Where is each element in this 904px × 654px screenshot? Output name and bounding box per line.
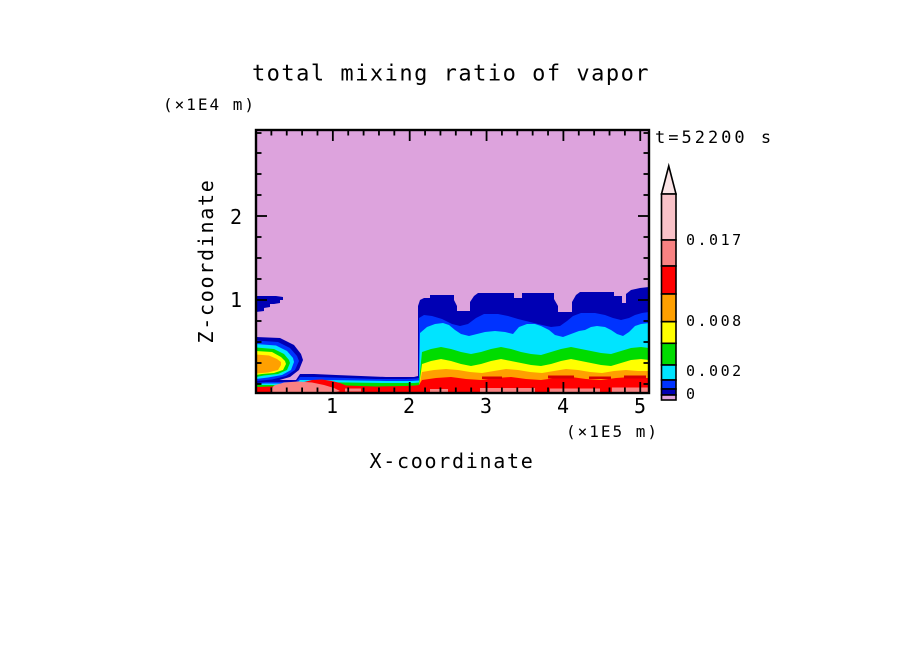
colorbar-tick-label: 0.017 <box>686 231 744 249</box>
y-axis-label: Z-coordinate <box>194 178 218 344</box>
colorbar-box-blue <box>660 379 677 390</box>
colorbar-box-salmon <box>660 239 677 267</box>
plot-title: total mixing ratio of vapor <box>251 61 651 87</box>
darkred-dash <box>589 376 611 379</box>
darkred-dash <box>548 375 574 379</box>
colorbar-box-orange <box>660 293 677 323</box>
x-tick-label: 4 <box>556 394 570 418</box>
colorbar-tick-label: 0.008 <box>686 312 744 330</box>
salmon-dash <box>480 388 535 392</box>
plot-frame <box>254 128 651 395</box>
axis-ticks <box>256 130 649 393</box>
salmon-dash <box>612 387 649 392</box>
x-tick-label: 5 <box>633 394 647 418</box>
colorbar-tick-label: 0.002 <box>686 362 744 380</box>
x-tick-label: 3 <box>479 394 493 418</box>
contour-field <box>256 130 649 393</box>
colorbar-box-plum <box>660 394 677 401</box>
colorbar-box-navy <box>660 388 677 396</box>
left-blob-ring-orange <box>256 354 281 374</box>
salmon-dash <box>550 388 600 393</box>
x-axis-label: X-coordinate <box>369 449 535 473</box>
colorbar-tick-label: 0 <box>686 385 698 403</box>
colorbar-box-green <box>660 342 677 366</box>
colorbar-box-lightpink <box>660 193 677 241</box>
salmon-dash <box>430 389 448 392</box>
colorbar-box-red <box>660 265 677 295</box>
darkred-dash <box>482 376 502 379</box>
x-axis-unit-label: (×1E5 m) <box>565 422 659 441</box>
colorbar-box-yellow <box>660 320 677 345</box>
y-tick-label: 2 <box>229 205 243 229</box>
time-annotation: t=52200 s <box>655 128 775 148</box>
x-tick-label: 2 <box>402 394 416 418</box>
colorbar-over-arrow <box>660 162 678 195</box>
x-tick-label: 1 <box>325 394 339 418</box>
y-axis-unit-label: (×1E4 m) <box>163 95 257 114</box>
darkred-dash <box>624 375 646 379</box>
salmon-dash <box>345 388 361 392</box>
colorbar <box>660 162 678 401</box>
y-tick-label: 1 <box>229 288 243 312</box>
contour-plot-svg <box>254 128 678 401</box>
colorbar-box-cyan <box>660 364 677 381</box>
